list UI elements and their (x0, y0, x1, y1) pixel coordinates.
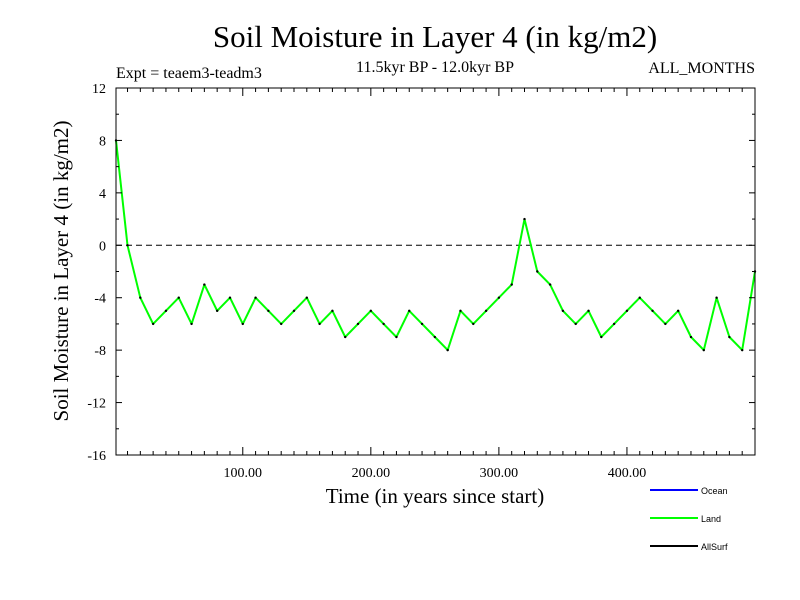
data-point (151, 322, 155, 326)
data-point (472, 322, 475, 326)
data-point (331, 309, 334, 313)
data-point (382, 322, 385, 326)
data-point (164, 309, 168, 313)
data-point (369, 309, 373, 313)
data-point (356, 322, 360, 326)
data-point (228, 296, 232, 299)
x-tick-label: 300.00 (480, 466, 519, 481)
data-point (139, 296, 142, 299)
y-tick-label: 8 (99, 134, 106, 149)
x-tick-label: 100.00 (224, 466, 263, 481)
data-point (395, 335, 398, 339)
y-tick-label: 12 (92, 82, 106, 97)
y-tick-label: 4 (99, 187, 106, 202)
data-point (215, 309, 219, 313)
data-point (689, 335, 693, 339)
data-point (638, 296, 641, 299)
legend-label-land: Land (701, 514, 721, 524)
data-point (664, 322, 667, 326)
data-point (459, 309, 462, 313)
data-point (587, 309, 590, 313)
x-tick-label: 400.00 (608, 466, 647, 481)
y-tick-label: 0 (99, 239, 106, 254)
legend-label-allsurf: AllSurf (701, 542, 728, 552)
data-point (715, 296, 718, 299)
data-point (625, 309, 629, 313)
data-point (702, 348, 705, 352)
y-tick-label: -12 (87, 397, 106, 412)
data-point (676, 309, 680, 313)
data-point (433, 335, 437, 339)
legend: Ocean Land AllSurf (650, 486, 728, 552)
data-point (190, 322, 193, 326)
data-point (344, 335, 347, 339)
data-point (536, 270, 539, 273)
data-point (318, 322, 321, 326)
y-tick-label: -16 (87, 449, 106, 464)
legend-label-ocean: Ocean (701, 486, 728, 496)
data-point (177, 296, 180, 299)
axes: 12 8 4 0 -4 -8 -12 -16 100.00 200.00 300.00 400.00 (87, 82, 755, 481)
data-point (267, 309, 270, 313)
data-point (420, 322, 424, 326)
y-tick-label: -8 (94, 344, 106, 359)
data-point (574, 322, 577, 326)
x-axis-label: Time (in years since start) (326, 484, 545, 508)
plot-area (114, 139, 757, 352)
data-point (446, 348, 449, 352)
data-point (651, 309, 654, 313)
data-point (497, 296, 501, 299)
data-point (484, 309, 488, 313)
data-point (292, 309, 296, 313)
data-point (241, 322, 244, 326)
data-point (279, 322, 283, 326)
chart-subtitle: 11.5kyr BP - 12.0kyr BP (356, 59, 514, 76)
data-point (510, 283, 513, 286)
data-point (612, 322, 616, 326)
data-point (305, 296, 309, 299)
data-point (203, 283, 206, 286)
data-point (740, 348, 744, 352)
period-label: ALL_MONTHS (648, 60, 755, 77)
y-axis-label: Soil Moisture in Layer 4 (in kg/m2) (49, 121, 73, 422)
data-point (600, 335, 603, 339)
data-point (126, 244, 129, 247)
data-point (728, 335, 731, 339)
data-point (408, 309, 411, 313)
chart-title: Soil Moisture in Layer 4 (in kg/m2) (213, 19, 657, 54)
experiment-label: Expt = teaem3-teadm3 (116, 65, 262, 82)
data-point (548, 283, 552, 286)
data-point (254, 296, 257, 299)
data-point (561, 309, 565, 313)
data-point (523, 217, 526, 221)
x-tick-label: 200.00 (352, 466, 391, 481)
y-tick-label: -4 (94, 292, 106, 307)
